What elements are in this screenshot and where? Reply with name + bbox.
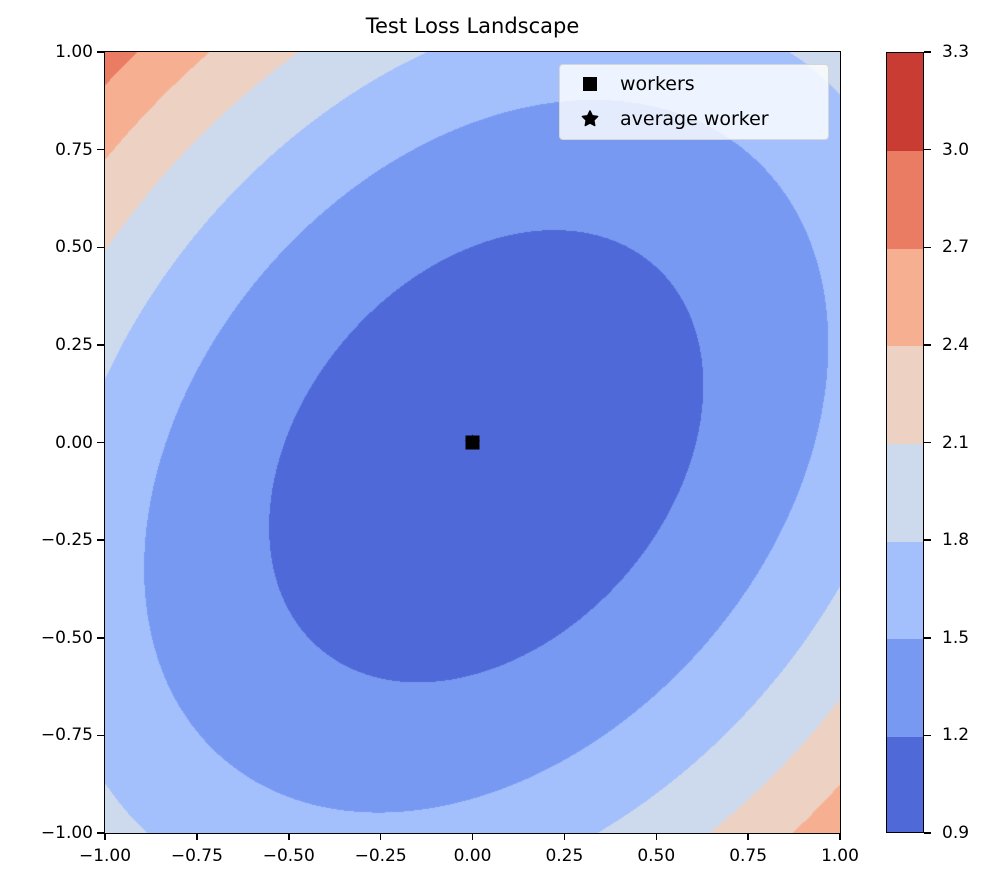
x-tick-label: −1.00: [78, 846, 132, 866]
x-tick-label: 1.00: [821, 846, 859, 866]
colorbar-segment: [887, 443, 923, 542]
colorbar-tick-mark: [924, 51, 931, 53]
y-tick-mark: [97, 148, 104, 151]
x-tick-label: 0.75: [729, 846, 768, 866]
x-tick-mark: [104, 833, 106, 840]
y-tick-mark: [97, 539, 104, 541]
legend: workers average worker: [559, 64, 829, 140]
x-tick-label: −0.25: [354, 846, 407, 866]
y-tick-mark: [97, 734, 104, 737]
colorbar-segment: [887, 150, 923, 249]
colorbar-tick-label: 3.3: [942, 42, 970, 62]
colorbar-tick-label: 2.4: [942, 334, 970, 355]
x-tick-label: −0.50: [262, 846, 315, 866]
square-marker-icon: [560, 77, 620, 91]
y-tick-mark: [97, 51, 104, 53]
y-tick-label: −1.00: [40, 823, 93, 843]
colorbar-tick-mark: [924, 637, 931, 639]
colorbar: [886, 52, 924, 833]
y-tick-label: 0.50: [55, 237, 93, 258]
x-tick-label: 0.25: [545, 846, 584, 866]
y-tick-label: −0.75: [40, 725, 93, 746]
colorbar-segment: [887, 345, 923, 444]
colorbar-tick-mark: [924, 344, 931, 346]
y-tick-label: 0.75: [55, 139, 93, 160]
x-tick-mark: [288, 833, 290, 840]
colorbar-tick-mark: [924, 441, 931, 444]
y-tick-label: −0.50: [40, 627, 93, 648]
y-tick-label: 1.00: [55, 42, 93, 62]
x-tick-mark: [471, 833, 474, 840]
x-tick-mark: [196, 833, 198, 840]
colorbar-tick-label: 0.9: [942, 823, 970, 843]
colorbar-tick-label: 1.8: [942, 530, 970, 551]
x-tick-mark: [747, 833, 749, 840]
colorbar-tick-label: 2.7: [942, 237, 970, 258]
colorbar-segment: [887, 53, 923, 152]
star-marker-icon: [560, 110, 620, 128]
colorbar-tick-label: 1.5: [942, 627, 970, 648]
legend-label: workers: [620, 73, 695, 95]
colorbar-tick-label: 3.0: [942, 139, 970, 160]
x-tick-label: 0.00: [453, 846, 492, 866]
colorbar-tick-label: 2.1: [942, 432, 970, 453]
colorbar-tick-mark: [924, 539, 931, 541]
contour-fill: [105, 52, 840, 833]
colorbar-segment: [887, 248, 923, 347]
colorbar-segment: [887, 638, 923, 737]
y-tick-mark: [97, 441, 104, 444]
x-tick-mark: [379, 833, 382, 840]
y-tick-mark: [97, 246, 104, 248]
y-tick-label: −0.25: [40, 530, 93, 551]
x-tick-mark: [839, 833, 841, 840]
colorbar-tick-label: 1.2: [942, 725, 970, 746]
y-tick-mark: [97, 637, 104, 639]
x-tick-label: 0.50: [637, 846, 676, 866]
colorbar-tick-mark: [924, 734, 931, 737]
y-tick-mark: [97, 832, 104, 834]
x-tick-mark: [563, 833, 566, 840]
colorbar-segment: [887, 736, 923, 832]
plot-area: [105, 52, 840, 833]
colorbar-tick-mark: [924, 832, 931, 834]
colorbar-segment: [887, 541, 923, 640]
colorbar-tick-mark: [924, 246, 931, 248]
colorbar-tick-mark: [924, 148, 931, 151]
legend-entry-workers: workers: [560, 71, 695, 97]
legend-entry-average-worker: average worker: [560, 106, 769, 132]
chart-title: Test Loss Landscape: [365, 14, 580, 38]
legend-label: average worker: [620, 108, 769, 130]
y-tick-label: 0.00: [55, 432, 93, 453]
y-tick-label: 0.25: [55, 334, 93, 355]
x-tick-mark: [655, 833, 657, 840]
x-tick-label: −0.75: [170, 846, 223, 866]
y-tick-mark: [97, 344, 104, 346]
